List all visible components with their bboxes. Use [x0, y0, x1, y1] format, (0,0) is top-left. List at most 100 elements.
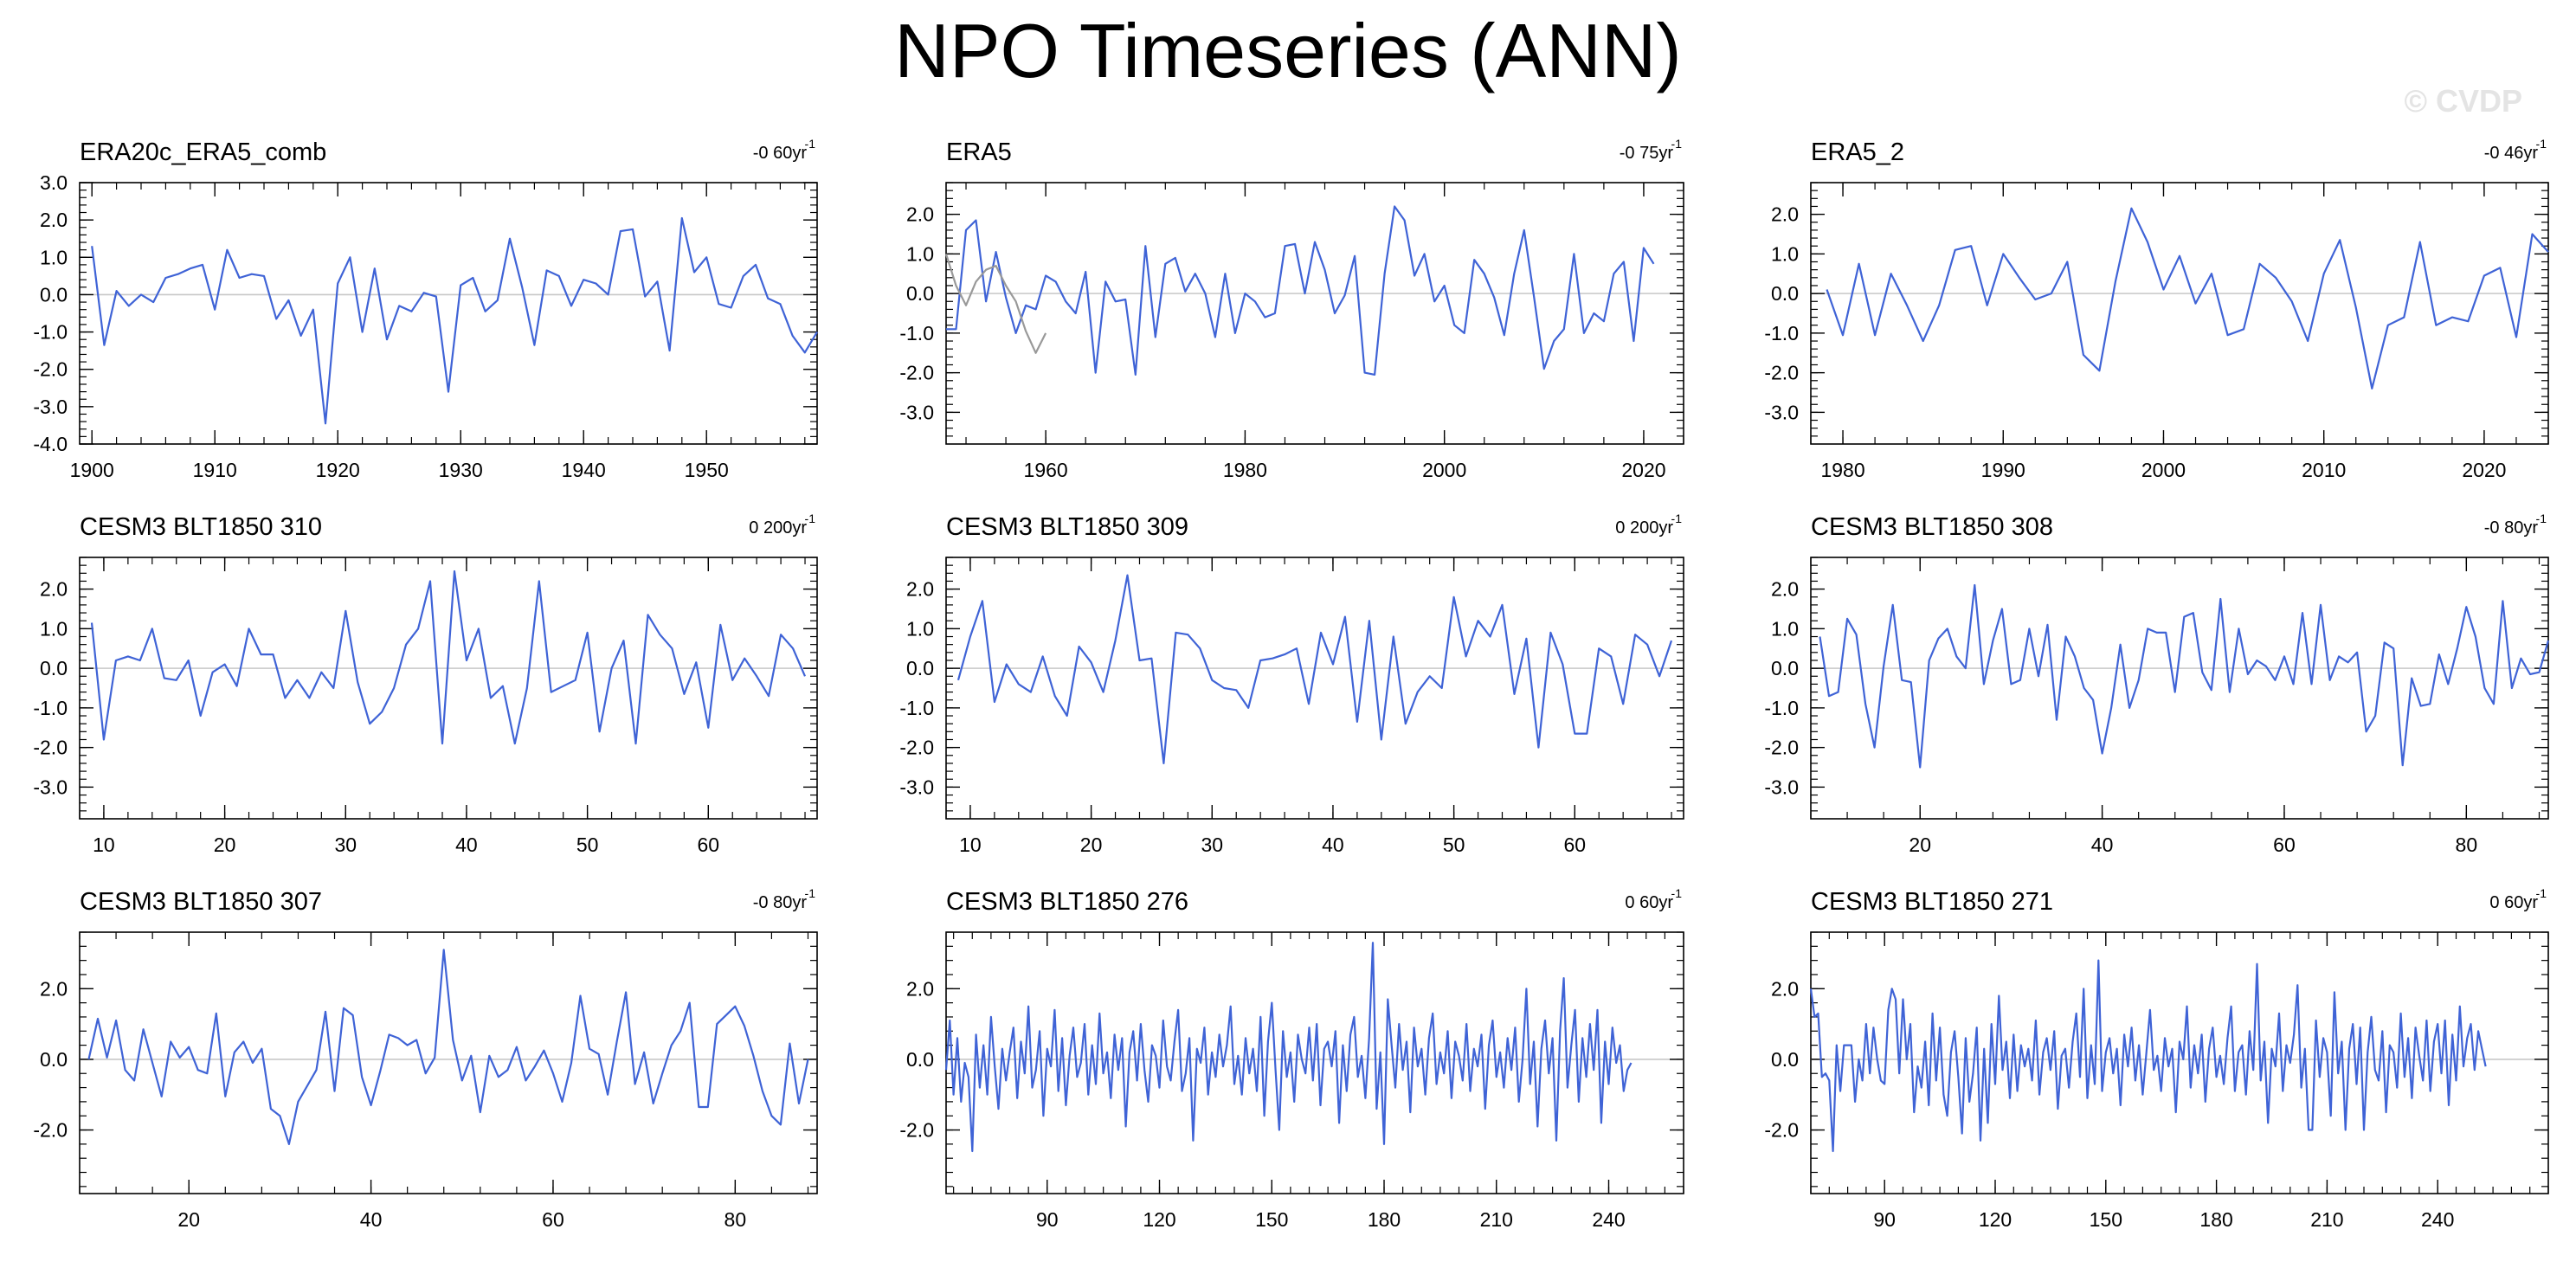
x-tick-label: 60	[2273, 834, 2296, 856]
panel-title: CESM3 BLT1850 276	[946, 888, 1188, 916]
y-tick-label: -3.0	[899, 401, 934, 423]
x-tick-label: 20	[177, 1208, 200, 1231]
trend-label: 0 200yr	[1615, 518, 1673, 537]
y-tick-label: 1.0	[1771, 242, 1799, 265]
y-tick-label: -2.0	[33, 737, 68, 759]
x-tick-label: 90	[1036, 1208, 1059, 1231]
series-line-1	[87, 949, 809, 1146]
x-tick-label: 1950	[685, 459, 729, 481]
x-tick-label: 1930	[439, 459, 483, 481]
y-tick-label: 0.0	[1771, 1048, 1799, 1071]
y-tick-label: -2.0	[899, 1119, 934, 1142]
trend-label-exponent: -1	[1671, 886, 1683, 900]
y-tick-label: 2.0	[40, 977, 68, 1000]
y-tick-label: -3.0	[1764, 401, 1799, 423]
trend-label: 0 60yr	[2489, 893, 2538, 912]
y-tick-label: -3.0	[33, 776, 68, 798]
x-tick-label: 240	[1592, 1208, 1625, 1231]
panel-title: ERA5_2	[1811, 138, 1904, 166]
y-tick-label: -1.0	[899, 322, 934, 344]
x-tick-label: 20	[1909, 834, 1931, 856]
chart-panel-9: CESM3 BLT1850 271 0 60yr-1 2.0 0.0 -2.0 90 120…	[1764, 886, 2549, 1231]
trend-label-exponent: -1	[805, 137, 816, 151]
y-tick-label: -2.0	[33, 1119, 68, 1142]
y-tick-label: 2.0	[1771, 977, 1799, 1000]
y-tick-label: 0.0	[1771, 657, 1799, 679]
y-tick-label: 0.0	[906, 1048, 934, 1071]
watermark: © CVDP	[2404, 83, 2522, 119]
series-line-1	[946, 205, 1655, 376]
x-tick-label: 50	[576, 834, 599, 856]
x-tick-label: 210	[1480, 1208, 1513, 1231]
y-tick-label: 0.0	[40, 657, 68, 679]
x-tick-label: 2000	[2141, 459, 2186, 481]
y-tick-label: 2.0	[1771, 578, 1799, 601]
x-tick-label: 150	[1255, 1208, 1288, 1231]
series-line-1	[1819, 583, 2550, 769]
x-tick-label: 10	[93, 834, 115, 856]
y-tick-label: -2.0	[899, 362, 934, 384]
x-tick-label: 2020	[1621, 459, 1665, 481]
x-tick-label: 40	[1322, 834, 1344, 856]
y-tick-label: -3.0	[1764, 776, 1799, 798]
panel-frame	[79, 931, 818, 1194]
x-tick-label: 2020	[2462, 459, 2506, 481]
trend-label-exponent: -1	[2536, 886, 2547, 900]
x-tick-label: 40	[360, 1208, 383, 1231]
page-title: NPO Timeseries (ANN)	[894, 8, 1682, 93]
y-tick-label: -1.0	[899, 697, 934, 719]
chart-panel-8: CESM3 BLT1850 276 0 60yr-1 2.0 0.0 -2.0 90 120…	[899, 886, 1684, 1231]
chart-panel-5: CESM3 BLT1850 309 0 200yr-1 2.0 1.0 0.0 -1.0 -…	[899, 512, 1684, 856]
x-tick-label: 150	[2090, 1208, 2122, 1231]
chart-panel-4: CESM3 BLT1850 310 0 200yr-1 2.0 1.0 0.0 -1.0 -…	[33, 512, 818, 856]
x-tick-label: 1910	[193, 459, 237, 481]
y-tick-label: -2.0	[1764, 362, 1799, 384]
trend-label-exponent: -1	[1671, 512, 1683, 525]
panel-title: CESM3 BLT1850 308	[1811, 513, 2053, 541]
y-tick-label: 2.0	[1771, 203, 1799, 226]
x-tick-label: 180	[1368, 1208, 1401, 1231]
x-tick-label: 60	[697, 834, 719, 856]
x-tick-label: 120	[1143, 1208, 1175, 1231]
x-tick-label: 60	[542, 1208, 564, 1231]
panel-title: ERA5	[946, 138, 1012, 166]
x-tick-label: 210	[2310, 1208, 2343, 1231]
y-tick-label: -2.0	[33, 358, 68, 381]
y-tick-label: -1.0	[33, 697, 68, 719]
y-tick-label: 1.0	[1771, 617, 1799, 640]
panel-frame	[1810, 182, 2549, 445]
trend-label: 0 200yr	[749, 518, 807, 537]
y-tick-label: 2.0	[40, 209, 68, 231]
y-tick-label: 0.0	[906, 657, 934, 679]
y-tick-label: 2.0	[40, 578, 68, 601]
y-tick-label: 1.0	[906, 617, 934, 640]
y-tick-label: -3.0	[33, 396, 68, 418]
y-tick-label: -1.0	[33, 321, 68, 344]
trend-label: -0 75yr	[1620, 144, 1674, 163]
trend-label-exponent: -1	[805, 512, 816, 525]
trend-label: -0 80yr	[2484, 518, 2539, 537]
x-tick-label: 240	[2421, 1208, 2454, 1231]
x-tick-label: 1920	[316, 459, 360, 481]
series-line-1	[90, 570, 807, 745]
panel-frame	[1810, 931, 2549, 1194]
trend-label-exponent: -1	[2536, 512, 2547, 525]
panel-frame	[945, 557, 1684, 820]
y-tick-label: -1.0	[1764, 697, 1799, 719]
y-tick-label: 1.0	[906, 242, 934, 265]
panel-title: ERA20c_ERA5_comb	[80, 138, 326, 166]
panel-frame	[79, 557, 818, 820]
panel-title: CESM3 BLT1850 309	[946, 513, 1188, 541]
y-tick-label: 0.0	[906, 282, 934, 305]
y-tick-label: 0.0	[1771, 282, 1799, 305]
x-tick-label: 1940	[562, 459, 606, 481]
trend-label-exponent: -1	[1671, 137, 1683, 151]
x-tick-label: 30	[334, 834, 357, 856]
series-line-1	[91, 216, 818, 425]
chart-panel-2: ERA5 -0 75yr-1 2.0 1.0 0.0 -1.0 -2.0 -3.0 1960 19…	[899, 137, 1684, 481]
series-line-2	[944, 254, 1047, 354]
trend-label: -0 60yr	[753, 144, 808, 163]
x-tick-label: 40	[2091, 834, 2114, 856]
x-tick-label: 120	[1979, 1208, 2012, 1231]
